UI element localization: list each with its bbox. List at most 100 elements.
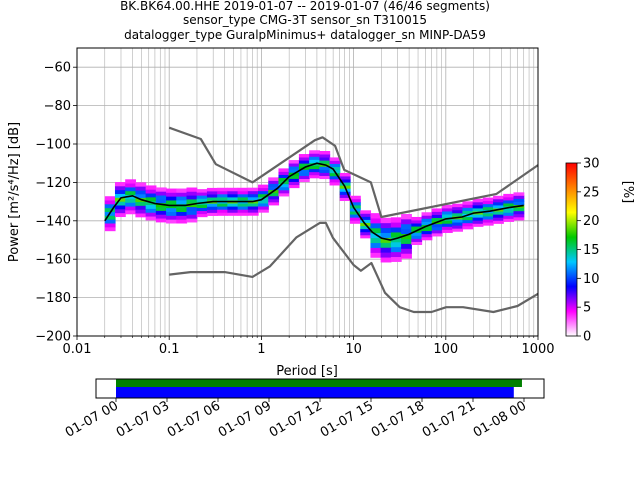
histogram-cell bbox=[258, 184, 269, 189]
histogram-cell bbox=[176, 196, 188, 201]
histogram-cell bbox=[258, 203, 269, 207]
histogram-cell bbox=[503, 215, 515, 219]
histogram-cell bbox=[206, 206, 218, 210]
histogram-cell bbox=[135, 201, 147, 206]
histogram-cell bbox=[380, 257, 392, 263]
histogram-cell bbox=[411, 216, 423, 221]
histogram-cell bbox=[390, 236, 402, 243]
x-axis-label: Period [s] bbox=[276, 364, 338, 379]
histogram-cell bbox=[247, 196, 259, 201]
histogram-cell bbox=[350, 201, 361, 206]
histogram-cell bbox=[145, 204, 157, 209]
histogram-cell bbox=[298, 178, 310, 183]
histogram-cell bbox=[339, 191, 351, 195]
histogram-cell bbox=[227, 203, 239, 207]
histogram-cell bbox=[503, 193, 515, 198]
histogram-cell bbox=[513, 207, 525, 212]
histogram-cell bbox=[452, 222, 464, 226]
histogram-cell bbox=[206, 203, 218, 207]
histogram-cell bbox=[329, 178, 341, 183]
histogram-cell bbox=[135, 186, 147, 191]
histogram-cell bbox=[217, 203, 228, 207]
histogram-cell bbox=[155, 191, 167, 196]
histogram-cell bbox=[513, 195, 525, 199]
histogram-cell bbox=[350, 220, 361, 224]
histogram-cell bbox=[360, 210, 372, 214]
histogram-cell bbox=[319, 169, 331, 173]
histogram-cell bbox=[339, 179, 351, 183]
histogram-cell bbox=[186, 218, 198, 223]
histogram-cell bbox=[227, 209, 239, 213]
histogram-cell bbox=[104, 223, 116, 228]
histogram-cell bbox=[237, 209, 249, 213]
histogram-cell bbox=[288, 160, 300, 164]
time-tick-label: 01-08 00 bbox=[471, 398, 529, 440]
histogram-cell bbox=[380, 227, 392, 233]
histogram-cell bbox=[441, 207, 453, 212]
histogram-cell bbox=[104, 219, 116, 224]
histogram-cell bbox=[513, 216, 525, 221]
histogram-cell bbox=[370, 218, 382, 224]
histogram-cell bbox=[298, 163, 310, 167]
histogram-cell bbox=[309, 156, 320, 160]
histogram-cell bbox=[196, 210, 208, 215]
histogram-cell bbox=[319, 160, 331, 164]
histogram-cell bbox=[431, 232, 443, 237]
histogram-cell bbox=[329, 172, 341, 177]
histogram-cell bbox=[482, 206, 494, 211]
histogram-cell bbox=[145, 185, 157, 190]
histogram-cell bbox=[431, 211, 443, 215]
histogram-cell bbox=[268, 201, 280, 206]
histogram-cell bbox=[145, 208, 157, 213]
histogram-cell bbox=[482, 222, 494, 226]
x-tick-label: 1 bbox=[257, 342, 265, 357]
histogram-cell bbox=[288, 184, 300, 189]
histogram-cell bbox=[380, 247, 392, 253]
histogram-cell bbox=[227, 212, 239, 216]
x-tick-label: 100 bbox=[433, 342, 458, 357]
histogram-cell bbox=[452, 228, 464, 232]
histogram-cell bbox=[268, 180, 280, 184]
histogram-cell bbox=[462, 216, 474, 221]
histogram-cell bbox=[370, 247, 382, 253]
colorbar-tick-label: 20 bbox=[583, 214, 600, 229]
histogram-cell bbox=[390, 217, 402, 223]
histogram-cell bbox=[411, 223, 423, 227]
histogram-cell bbox=[258, 209, 269, 213]
histogram-cell bbox=[360, 234, 372, 239]
histogram-cell bbox=[462, 201, 474, 205]
histogram-cell bbox=[114, 185, 126, 191]
histogram-cell bbox=[298, 175, 310, 180]
histogram-cell bbox=[452, 225, 464, 229]
histogram-cell bbox=[390, 222, 402, 228]
histogram-cell bbox=[196, 213, 208, 218]
histogram-cell bbox=[503, 200, 515, 204]
histogram-cell bbox=[350, 204, 361, 209]
histogram-cell bbox=[278, 174, 290, 179]
histogram-cell bbox=[237, 206, 249, 210]
histogram-cell bbox=[309, 150, 320, 154]
histogram-cell bbox=[176, 215, 188, 220]
histogram-cell bbox=[237, 193, 249, 198]
histogram-cell bbox=[441, 211, 453, 215]
histogram-cell bbox=[155, 195, 167, 200]
time-tick-label: 01-07 12 bbox=[267, 398, 325, 440]
histogram-cell bbox=[114, 208, 126, 214]
histogram-cell bbox=[186, 199, 198, 204]
histogram-cell bbox=[125, 202, 137, 207]
histogram-cell bbox=[298, 154, 310, 158]
histogram-cell bbox=[390, 256, 402, 262]
histogram-cell bbox=[401, 214, 412, 220]
histogram-cell bbox=[513, 192, 525, 196]
histogram-cell bbox=[309, 159, 320, 163]
histogram-cell bbox=[186, 195, 198, 200]
histogram-cell bbox=[104, 215, 116, 220]
histogram-cell bbox=[176, 207, 188, 212]
histogram-cell bbox=[411, 226, 423, 230]
histogram-cell bbox=[421, 212, 433, 216]
histogram-cell bbox=[350, 211, 361, 215]
histogram-cell bbox=[493, 201, 504, 206]
histogram-cell bbox=[380, 252, 392, 258]
histogram-cell bbox=[247, 190, 259, 195]
